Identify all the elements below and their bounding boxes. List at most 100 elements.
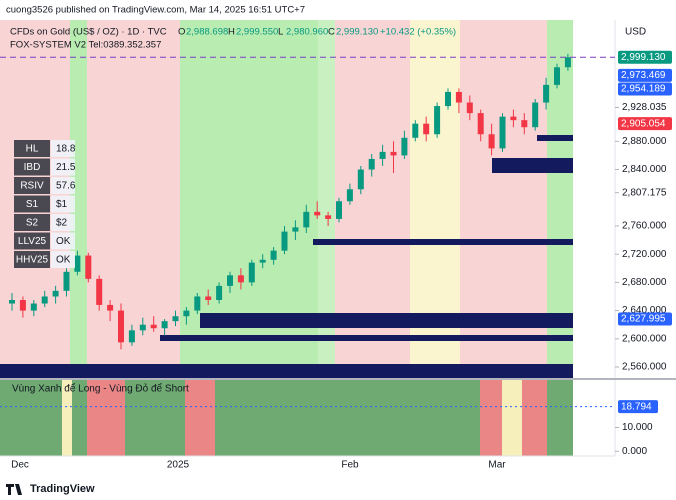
candle-body <box>205 296 212 301</box>
table-cell <box>51 195 75 213</box>
y-tick-label: 2,640.000 <box>622 305 667 316</box>
table-cell <box>51 251 75 268</box>
candle-body <box>521 120 528 128</box>
table-value: 21.5 <box>56 162 76 173</box>
candle-body <box>564 57 571 68</box>
table-value: $1 <box>56 199 68 210</box>
candle-body <box>357 169 364 190</box>
price-badge-label: 2,973.469 <box>621 70 666 81</box>
table-value: OK <box>56 236 71 247</box>
band <box>62 380 72 456</box>
table-cell <box>14 195 50 213</box>
candle-body <box>423 123 430 135</box>
ohlc-label: H <box>228 27 235 38</box>
y-tick-label: 2,760.000 <box>622 221 667 232</box>
candle-body <box>63 271 70 291</box>
candle-body <box>434 106 441 135</box>
candle-body <box>183 310 190 317</box>
table-cell <box>51 140 75 157</box>
candle-body <box>19 300 26 311</box>
table-key: LLV25 <box>18 236 47 247</box>
table-value: 57.6 <box>56 181 76 192</box>
band <box>72 380 87 456</box>
publisher: cuong3526 published on TradingView.com, … <box>6 5 305 16</box>
y-tick-label: 2,840.000 <box>622 164 667 175</box>
candle-body <box>346 189 353 202</box>
price-badge-label: 2,905.054 <box>621 118 666 129</box>
y-tick-label: 2,600.000 <box>622 333 667 344</box>
y-tick-label: 2,560.000 <box>622 362 667 373</box>
table-key: S2 <box>26 218 39 229</box>
candle-body <box>379 151 386 159</box>
candle-body <box>390 151 397 156</box>
band <box>70 20 87 379</box>
candle-body <box>227 275 233 286</box>
zones <box>0 135 573 378</box>
candle-body <box>248 262 255 283</box>
band <box>185 380 215 456</box>
price-badge-label: 2,954.189 <box>621 84 666 95</box>
ohlc-label: O <box>178 27 185 38</box>
table-cell <box>51 177 75 194</box>
candle-body <box>96 278 103 305</box>
zone <box>492 158 573 173</box>
candle-body <box>270 250 277 260</box>
candle-body <box>336 201 342 219</box>
band <box>87 380 125 456</box>
candle-body <box>445 91 451 107</box>
table-cell <box>14 251 50 268</box>
candle-body <box>368 158 375 170</box>
ohlc-value: 2,988.698 <box>186 27 228 38</box>
ohlc-label: C <box>328 27 335 38</box>
table-cell <box>14 140 50 157</box>
y-tick-label: 2,928.035 <box>622 102 667 113</box>
table-value: $2 <box>56 218 68 229</box>
price-badge <box>618 50 672 64</box>
change: +10.432 (+0.35%) <box>380 27 456 38</box>
table-cell <box>14 214 50 231</box>
zone <box>0 364 573 378</box>
table-key: HL <box>26 144 39 155</box>
band <box>480 380 502 456</box>
price-badge <box>618 400 658 414</box>
candle-body <box>216 285 223 301</box>
candle-body <box>325 215 332 219</box>
candle-body <box>554 67 560 85</box>
zone <box>313 239 573 245</box>
table-value: OK <box>56 255 71 266</box>
price-badge-label: 2,999.130 <box>621 52 666 63</box>
candle-body <box>41 296 48 304</box>
candle-body <box>314 211 321 216</box>
y-tick-label: 2,880.000 <box>622 136 667 147</box>
candle-body <box>543 84 550 103</box>
price-badge <box>618 68 672 82</box>
y-tick-label: 2,807.175 <box>622 187 667 198</box>
candle-body <box>499 116 506 149</box>
table-key: RSIV <box>20 181 44 192</box>
ohlc-value: 2,980.960 <box>286 27 328 38</box>
y-tick-label: 0.000 <box>622 446 647 457</box>
price-badge <box>618 117 672 131</box>
candle-body <box>455 91 462 103</box>
band <box>125 380 185 456</box>
candle-body <box>510 116 517 121</box>
candle-body <box>477 113 484 135</box>
symbol: CFDs on Gold (US$ / OZ) · 1D · TVC <box>10 27 167 38</box>
x-tick-label: 2025 <box>167 460 190 471</box>
candle-body <box>532 102 539 128</box>
zone <box>200 313 573 328</box>
table-cell <box>51 158 75 176</box>
x-tick-label: Dec <box>11 460 29 471</box>
candle-body <box>292 227 299 232</box>
candle-body <box>74 255 81 272</box>
candle-body <box>30 303 37 311</box>
price-badge <box>618 82 672 96</box>
table-key: IBD <box>24 162 41 173</box>
band <box>0 380 62 456</box>
x-tick-label: Feb <box>341 460 359 471</box>
band <box>502 380 522 456</box>
candle-body <box>303 211 310 228</box>
table-key: HHV25 <box>16 255 49 266</box>
candle-body <box>259 259 266 263</box>
y-tick-label: 2,720.000 <box>622 249 667 260</box>
